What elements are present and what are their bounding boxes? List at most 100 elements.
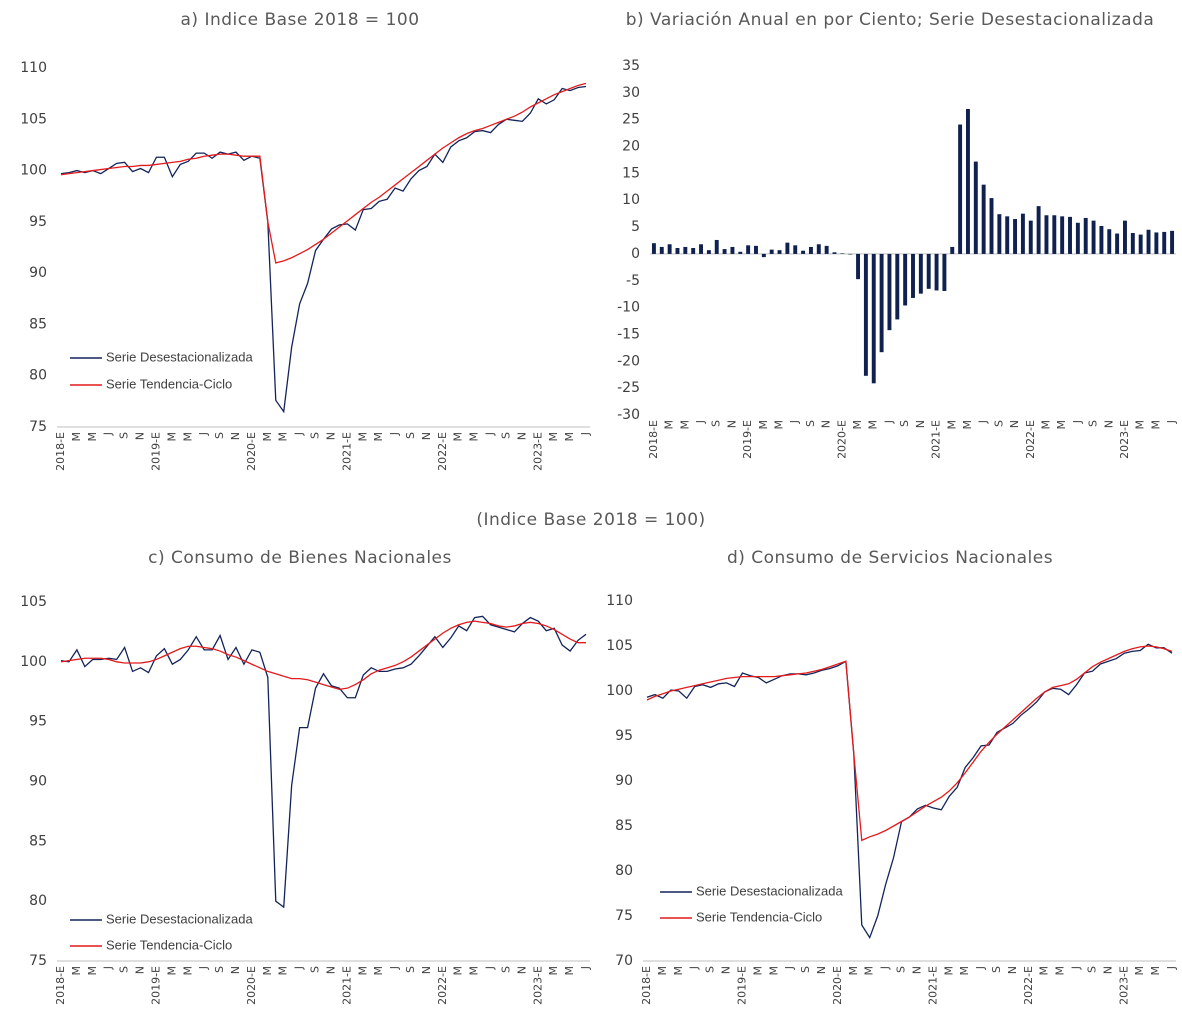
bar xyxy=(911,253,915,298)
series-line xyxy=(60,82,587,264)
x-tick-label: N xyxy=(815,966,828,974)
bar xyxy=(989,198,994,254)
x-tick-label: S xyxy=(992,420,1005,427)
x-tick-label: N xyxy=(1008,420,1021,428)
x-tick-label: J xyxy=(694,420,707,424)
bar xyxy=(651,243,656,254)
bar xyxy=(997,214,1002,254)
y-tick-label: 95 xyxy=(29,214,47,230)
x-tick-label: M xyxy=(958,966,971,976)
x-tick-label: J xyxy=(579,966,592,970)
x-tick-label: 2023-E xyxy=(531,432,544,471)
x-tick-label: M xyxy=(165,432,178,442)
x-tick-label: S xyxy=(898,420,911,427)
x-tick-label: M xyxy=(372,432,385,442)
bar xyxy=(918,253,923,294)
x-tick-label: 2021-E xyxy=(340,432,353,471)
x-tick-label: N xyxy=(820,420,833,428)
bar xyxy=(981,184,986,254)
x-tick-label: M xyxy=(181,432,194,442)
x-tick-label: J xyxy=(879,966,892,970)
bar xyxy=(1013,219,1018,254)
legend-label: Serie Desestacionalizada xyxy=(106,349,253,364)
x-tick-label: M xyxy=(452,966,465,976)
bar xyxy=(761,253,766,258)
y-tick-label: 5 xyxy=(631,219,640,235)
x-tick-label: N xyxy=(420,432,433,440)
x-tick-label: 2018-E xyxy=(54,966,67,1005)
bar xyxy=(1115,233,1120,254)
bar xyxy=(895,253,900,320)
y-tick-label: -5 xyxy=(626,273,640,289)
bar xyxy=(808,246,813,254)
x-tick-label: M xyxy=(1038,966,1051,976)
x-tick-label: 2023-E xyxy=(1118,420,1131,459)
x-tick-label: M xyxy=(181,966,194,976)
y-tick-label: 30 xyxy=(622,85,640,101)
y-tick-label: 100 xyxy=(20,654,47,670)
x-tick-label: J xyxy=(1071,420,1084,424)
x-tick-label: J xyxy=(977,420,990,424)
bar xyxy=(1005,216,1010,254)
bar xyxy=(730,246,735,254)
x-tick-label: J xyxy=(388,966,401,970)
x-tick-label: N xyxy=(229,432,242,440)
x-tick-label: 2021-E xyxy=(926,966,939,1005)
x-tick-label: N xyxy=(134,966,147,974)
bar xyxy=(785,242,790,254)
x-tick-label: M xyxy=(773,420,786,430)
y-tick-label: 90 xyxy=(29,265,47,281)
bar xyxy=(1170,230,1175,254)
x-tick-label: M xyxy=(1149,420,1162,430)
x-tick-label: 2022-E xyxy=(436,966,449,1005)
series-line xyxy=(60,620,587,691)
x-tick-label: M xyxy=(672,966,685,976)
x-tick-label: J xyxy=(688,966,701,970)
x-tick-label: M xyxy=(563,966,576,976)
bar xyxy=(973,161,978,254)
x-tick-label: M xyxy=(1055,420,1068,430)
bar xyxy=(801,250,806,254)
x-tick-label: M xyxy=(86,966,99,976)
x-tick-label: 2018-E xyxy=(54,432,67,471)
x-tick-label: N xyxy=(914,420,927,428)
x-tick-label: 2021-E xyxy=(930,420,943,459)
y-tick-label: 85 xyxy=(615,818,633,834)
bar xyxy=(1036,206,1041,254)
shared-heading: (Indice Base 2018 = 100) xyxy=(476,510,705,530)
x-tick-label: 2019-E xyxy=(741,420,754,459)
x-tick-label: 2022-E xyxy=(1022,966,1035,1005)
y-tick-label: 110 xyxy=(606,593,633,609)
bar xyxy=(777,250,782,254)
bar xyxy=(1138,234,1143,254)
y-tick-label: 20 xyxy=(622,139,640,155)
bar xyxy=(714,239,719,254)
x-tick-label: M xyxy=(942,966,955,976)
x-tick-label: M xyxy=(678,420,691,430)
x-tick-label: M xyxy=(356,432,369,442)
x-tick-label: S xyxy=(1087,420,1100,427)
y-tick-label: 90 xyxy=(29,774,47,790)
bar xyxy=(903,253,908,306)
x-tick-label: J xyxy=(1070,966,1083,970)
x-tick-label: M xyxy=(356,966,369,976)
x-tick-label: J xyxy=(197,966,210,970)
y-tick-label: -20 xyxy=(617,353,640,369)
x-tick-label: 2020-E xyxy=(245,432,258,471)
x-tick-label: N xyxy=(720,966,733,974)
bar xyxy=(934,253,939,291)
x-tick-label: 2023-E xyxy=(1117,966,1130,1005)
x-tick-label: 2019-E xyxy=(149,966,162,1005)
bar xyxy=(824,245,829,254)
x-tick-label: N xyxy=(134,432,147,440)
legend-label: Serie Tendencia-Ciclo xyxy=(106,937,232,952)
x-tick-label: S xyxy=(118,432,131,439)
x-tick-label: M xyxy=(767,966,780,976)
x-tick-label: J xyxy=(1165,966,1178,970)
x-tick-label: M xyxy=(961,420,974,430)
bar xyxy=(1083,217,1088,254)
x-tick-label: N xyxy=(1101,966,1114,974)
x-tick-label: S xyxy=(1085,966,1098,973)
